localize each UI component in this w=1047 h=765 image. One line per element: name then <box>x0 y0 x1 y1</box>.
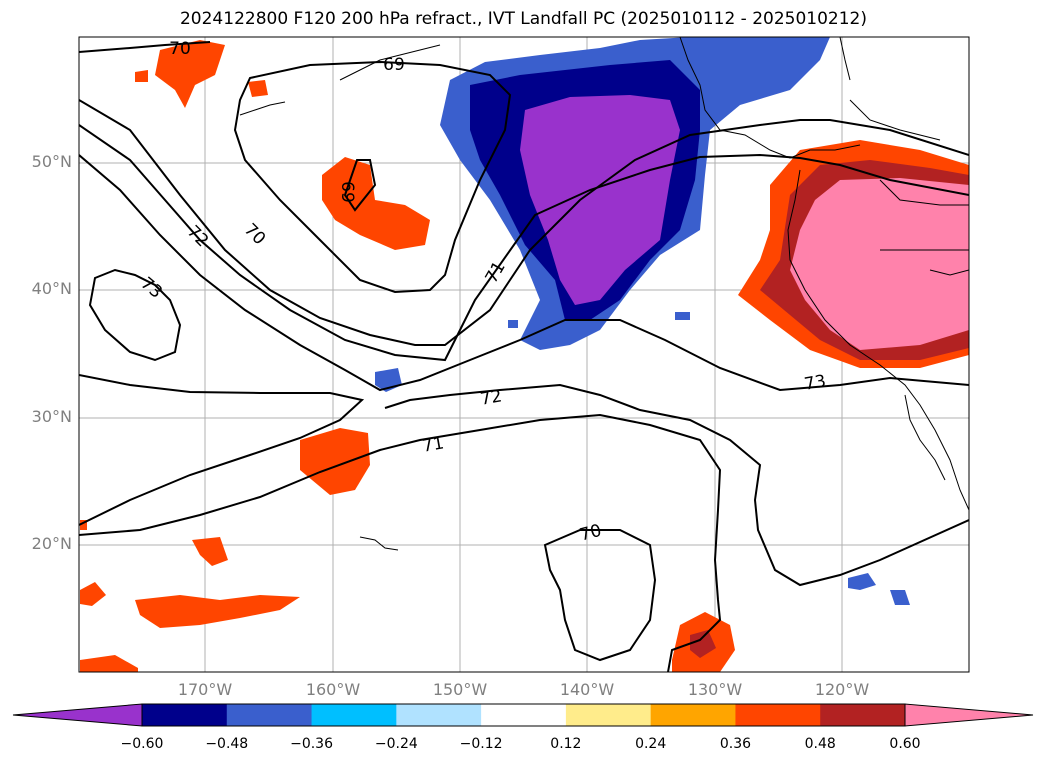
lat-tick-label: 50°N <box>31 152 72 171</box>
colorbar-tick-label: −0.24 <box>374 736 418 752</box>
contour-label: 73 <box>803 371 828 394</box>
colorbar-tick-label: 0.12 <box>550 736 582 752</box>
colorbar-segment <box>820 704 906 726</box>
lon-tick-label: 120°W <box>814 680 870 699</box>
lon-tick-label: 140°W <box>559 680 615 699</box>
colorbar-tick-label: −0.60 <box>120 736 164 752</box>
negative-anomaly-blobs <box>375 312 910 605</box>
colorbar-tick-label: 0.48 <box>804 736 836 752</box>
lon-tick-label: 150°W <box>432 680 488 699</box>
colorbar-tick-label: 0.36 <box>719 736 752 752</box>
colorbar-segment <box>735 704 821 726</box>
contour-label: 71 <box>421 433 446 456</box>
colorbar-segment <box>565 704 652 726</box>
negative-anomaly-region <box>440 37 830 350</box>
colorbar-segment <box>481 704 567 726</box>
lon-tick-label: 130°W <box>687 680 743 699</box>
colorbar-extend-low <box>12 703 143 727</box>
colorbar <box>12 703 1034 727</box>
lon-tick-label: 160°W <box>305 680 361 699</box>
map-frame <box>78 36 970 673</box>
colorbar-tick-label: 0.60 <box>889 736 921 752</box>
contour-label-group: 70 69 69 72 70 73 71 72 73 71 70 <box>136 39 827 546</box>
colorbar-tick-label: −0.36 <box>290 736 333 752</box>
contour-label: 72 <box>479 386 504 409</box>
map-area: 70 69 69 72 70 73 71 72 73 71 70 <box>79 37 969 672</box>
colorbar-segment <box>396 704 482 726</box>
contour-label: 70 <box>169 39 191 59</box>
map-title: 2024122800 F120 200 hPa refract., IVT La… <box>179 9 867 29</box>
colorbar-segments <box>142 704 906 726</box>
colorbar-tick-label: −0.12 <box>459 736 503 752</box>
contour-label: 69 <box>337 181 357 203</box>
contour-label: 69 <box>383 55 405 75</box>
lat-tick-label: 40°N <box>31 279 72 298</box>
coastlines <box>239 37 969 551</box>
positive-anomaly-region <box>738 140 969 368</box>
colorbar-segment <box>142 704 228 726</box>
colorbar-segment <box>226 704 313 726</box>
contours <box>79 41 969 672</box>
dark-positive-core <box>690 630 716 658</box>
contour-label: 71 <box>482 258 510 287</box>
colorbar-segment <box>311 704 397 726</box>
colorbar-tick-label: 0.24 <box>635 736 667 752</box>
colorbar-extend-high <box>904 703 1034 727</box>
colorbar-frame <box>141 703 906 727</box>
contour-label: 70 <box>578 521 604 546</box>
colorbar-tick-label: −0.48 <box>205 736 249 752</box>
lon-tick-label: 170°W <box>177 680 233 699</box>
contour-label: 70 <box>240 220 269 249</box>
lat-tick-label: 30°N <box>31 407 72 426</box>
colorbar-segment <box>650 704 736 726</box>
lat-tick-label: 20°N <box>31 534 72 553</box>
